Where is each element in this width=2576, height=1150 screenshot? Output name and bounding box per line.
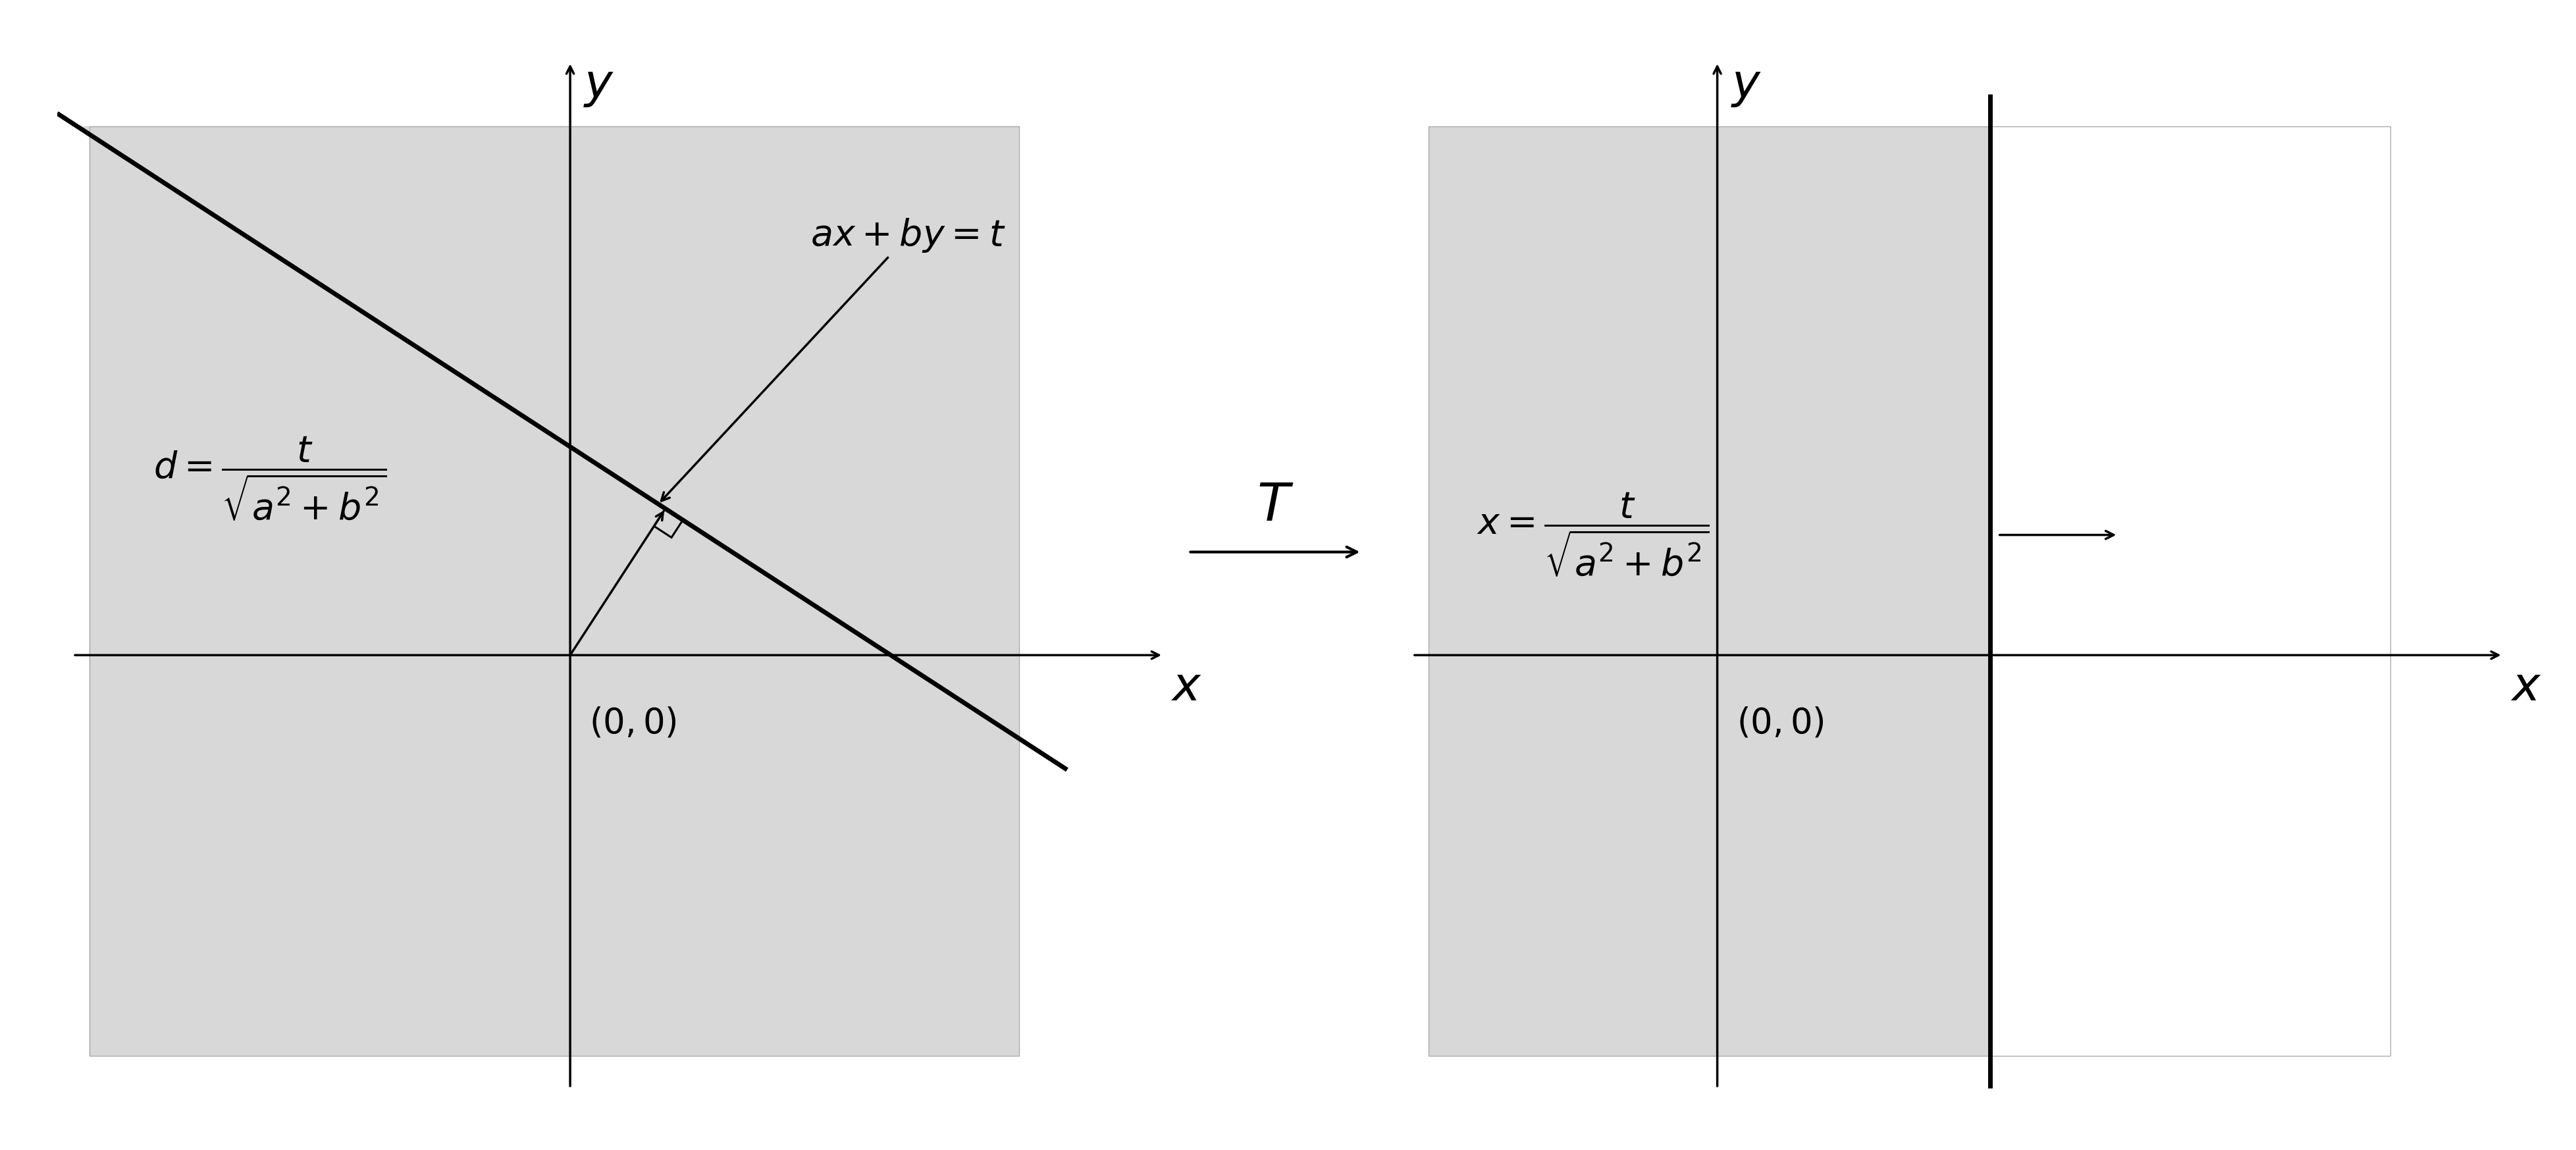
Bar <box>1430 126 2391 1056</box>
Polygon shape <box>77 126 1020 1056</box>
Text: $ax + by = t$: $ax + by = t$ <box>662 217 1005 501</box>
Text: $y$: $y$ <box>1731 62 1762 108</box>
Text: $y$: $y$ <box>582 62 616 108</box>
Bar <box>90 126 1020 1056</box>
Text: $d = \dfrac{t}{\sqrt{a^2+b^2}}$: $d = \dfrac{t}{\sqrt{a^2+b^2}}$ <box>155 435 386 523</box>
Text: $(0,0)$: $(0,0)$ <box>1736 706 1824 739</box>
Text: $x = \dfrac{t}{\sqrt{a^2+b^2}}$: $x = \dfrac{t}{\sqrt{a^2+b^2}}$ <box>1476 491 1710 578</box>
Text: $x$: $x$ <box>2512 664 2543 711</box>
Text: $(0,0)$: $(0,0)$ <box>590 706 677 739</box>
Polygon shape <box>1430 126 1989 1056</box>
Text: $x$: $x$ <box>1172 664 1203 711</box>
Text: $T$: $T$ <box>1257 481 1293 531</box>
